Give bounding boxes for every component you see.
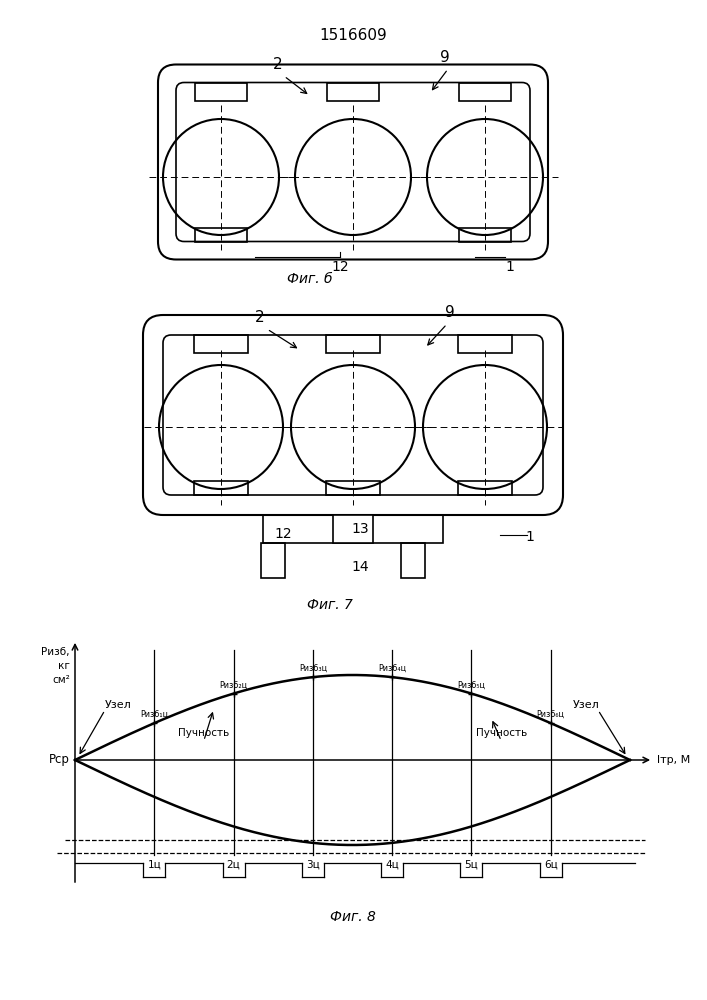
Bar <box>326 335 380 353</box>
Text: 1516609: 1516609 <box>319 28 387 43</box>
Bar <box>195 228 247 241</box>
Text: Фиг. 8: Фиг. 8 <box>330 910 376 924</box>
Text: Пучность: Пучность <box>476 728 527 738</box>
Text: 1ц: 1ц <box>148 860 161 870</box>
Bar <box>458 481 512 495</box>
Bar <box>327 83 379 101</box>
Text: Пучность: Пучность <box>178 728 229 738</box>
Text: кг: кг <box>58 661 70 671</box>
Text: Рср: Рср <box>49 754 70 766</box>
Text: 9: 9 <box>445 305 455 320</box>
Text: 12: 12 <box>274 527 292 541</box>
Bar <box>333 515 373 543</box>
Text: 2ц: 2ц <box>227 860 240 870</box>
Bar <box>401 543 425 578</box>
Text: 5ц: 5ц <box>464 860 479 870</box>
Text: Ризб₁ц: Ризб₁ц <box>140 710 168 719</box>
Text: Фиг. 7: Фиг. 7 <box>307 598 353 612</box>
Text: 1: 1 <box>525 530 534 544</box>
Text: Ризб₅ц: Ризб₅ц <box>457 681 486 690</box>
Text: Узел: Узел <box>105 700 132 710</box>
Text: lтр, М: lтр, М <box>657 755 690 765</box>
Text: 4ц: 4ц <box>385 860 399 870</box>
Bar <box>458 335 512 353</box>
Text: Ризб₂ц: Ризб₂ц <box>219 681 247 690</box>
Text: 2: 2 <box>273 57 283 72</box>
Bar <box>194 335 248 353</box>
Bar <box>459 228 511 241</box>
Bar <box>194 481 248 495</box>
Text: 14: 14 <box>351 560 369 574</box>
Text: 3ц: 3ц <box>306 860 320 870</box>
Text: 2: 2 <box>255 310 265 325</box>
Text: Ризб₆ц: Ризб₆ц <box>537 710 565 719</box>
Text: Ризб₄ц: Ризб₄ц <box>378 664 407 673</box>
Text: см²: см² <box>52 675 70 685</box>
Text: Узел: Узел <box>573 700 600 710</box>
Text: Ризб₃ц: Ризб₃ц <box>299 664 327 673</box>
Bar <box>195 83 247 101</box>
Bar <box>263 515 443 543</box>
Bar <box>261 543 285 578</box>
Text: Ризб,: Ризб, <box>42 647 70 657</box>
Text: 9: 9 <box>440 50 450 65</box>
Bar <box>326 481 380 495</box>
Bar <box>459 83 511 101</box>
Text: 6ц: 6ц <box>544 860 558 870</box>
Text: Фиг. б: Фиг. б <box>287 272 333 286</box>
Text: 13: 13 <box>351 522 369 536</box>
Text: 1: 1 <box>506 260 515 274</box>
Text: 12: 12 <box>331 260 349 274</box>
